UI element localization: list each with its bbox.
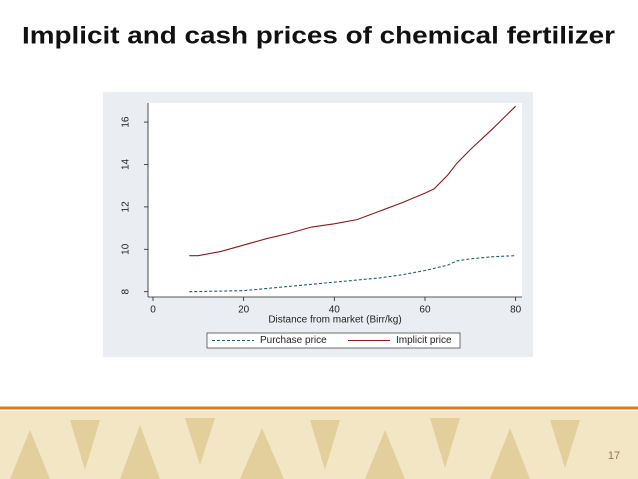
y-tick-label: 8 <box>121 288 132 294</box>
y-tick-label: 16 <box>121 116 132 128</box>
y-tick-label: 10 <box>121 243 132 255</box>
y-tick-label: 14 <box>121 158 132 170</box>
legend <box>206 332 461 349</box>
x-axis-label: Distance from market (Birr/kg) <box>268 315 401 326</box>
plot-area <box>148 103 522 297</box>
x-tick-label: 20 <box>238 305 250 316</box>
footer-pattern <box>10 418 580 479</box>
page-number: 17 <box>608 450 620 462</box>
y-tick-label: 12 <box>121 201 132 213</box>
x-tick-label: 0 <box>150 305 156 316</box>
legend-label: Purchase price <box>260 335 327 346</box>
series-line <box>189 105 517 257</box>
x-tick-label: 80 <box>510 305 522 316</box>
legend-label: Implicit price <box>396 335 452 346</box>
x-tick-label: 40 <box>329 305 341 316</box>
series-line <box>189 255 516 293</box>
x-tick-label: 60 <box>419 305 431 316</box>
slide-title: Implicit and cash prices of chemical fer… <box>22 22 615 49</box>
